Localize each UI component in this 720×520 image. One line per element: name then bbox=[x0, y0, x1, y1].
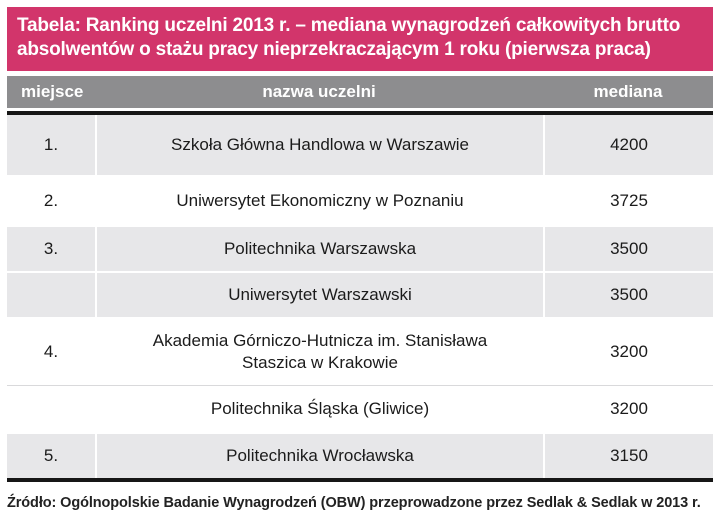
source-note: Źródło: Ogólnopolskie Badanie Wynagrodze… bbox=[7, 494, 701, 511]
table-title: Tabela: Ranking uczelni 2013 r. – median… bbox=[7, 7, 713, 71]
cell-miejsce: 1. bbox=[43, 135, 59, 154]
cell-mediana: 3725 bbox=[543, 176, 713, 225]
table-row: 4. Akademia Górniczo-Hutnicza im. Stanis… bbox=[7, 316, 713, 385]
cell-miejsce bbox=[7, 273, 95, 317]
cell-miejsce: 2. bbox=[43, 191, 59, 210]
cell-miejsce: 4. bbox=[43, 342, 59, 361]
column-header-row: miejsce nazwa uczelni mediana bbox=[7, 75, 713, 108]
col-header-miejsce: miejsce bbox=[21, 81, 84, 101]
cell-nazwa: Politechnika Warszawska bbox=[95, 226, 543, 271]
col-header-mediana: mediana bbox=[593, 81, 663, 101]
table-row: 5. Politechnika Wrocławska 3150 bbox=[7, 431, 713, 478]
table-row: Uniwersytet Warszawski 3500 bbox=[7, 270, 713, 317]
cell-nazwa: Akademia Górniczo-Hutnicza im. Stanisław… bbox=[95, 318, 543, 385]
cell-miejsce: 3. bbox=[43, 239, 59, 258]
cell-mediana: 3150 bbox=[543, 433, 713, 478]
table-title-line1: Tabela: Ranking uczelni 2013 r. – median… bbox=[17, 15, 681, 36]
table-row: Politechnika Śląska (Gliwice) 3200 bbox=[7, 384, 713, 432]
cell-mediana: 3200 bbox=[543, 385, 713, 432]
table-body: 1. Szkoła Główna Handlowa w Warszawie 42… bbox=[7, 110, 713, 482]
table-row: 3. Politechnika Warszawska 3500 bbox=[7, 224, 713, 271]
col-header-nazwa: nazwa uczelni bbox=[262, 81, 376, 101]
cell-nazwa: Uniwersytet Warszawski bbox=[95, 272, 543, 317]
cell-nazwa: Szkoła Główna Handlowa w Warszawie bbox=[95, 114, 543, 175]
cell-nazwa: Uniwersytet Ekonomiczny w Poznaniu bbox=[95, 176, 543, 225]
table-row: 2. Uniwersytet Ekonomiczny w Poznaniu 37… bbox=[7, 174, 713, 225]
cell-nazwa: Politechnika Śląska (Gliwice) bbox=[95, 385, 543, 432]
cell-mediana: 3500 bbox=[543, 272, 713, 317]
cell-nazwa: Politechnika Wrocławska bbox=[95, 433, 543, 478]
cell-miejsce bbox=[7, 386, 95, 432]
cell-mediana: 4200 bbox=[543, 114, 713, 175]
table-row: 1. Szkoła Główna Handlowa w Warszawie 42… bbox=[7, 114, 713, 175]
cell-mediana: 3200 bbox=[543, 318, 713, 385]
cell-mediana: 3500 bbox=[543, 226, 713, 271]
table-title-line2: absolwentów o stażu pracy nieprzekraczaj… bbox=[17, 39, 651, 61]
cell-miejsce: 5. bbox=[43, 446, 59, 465]
